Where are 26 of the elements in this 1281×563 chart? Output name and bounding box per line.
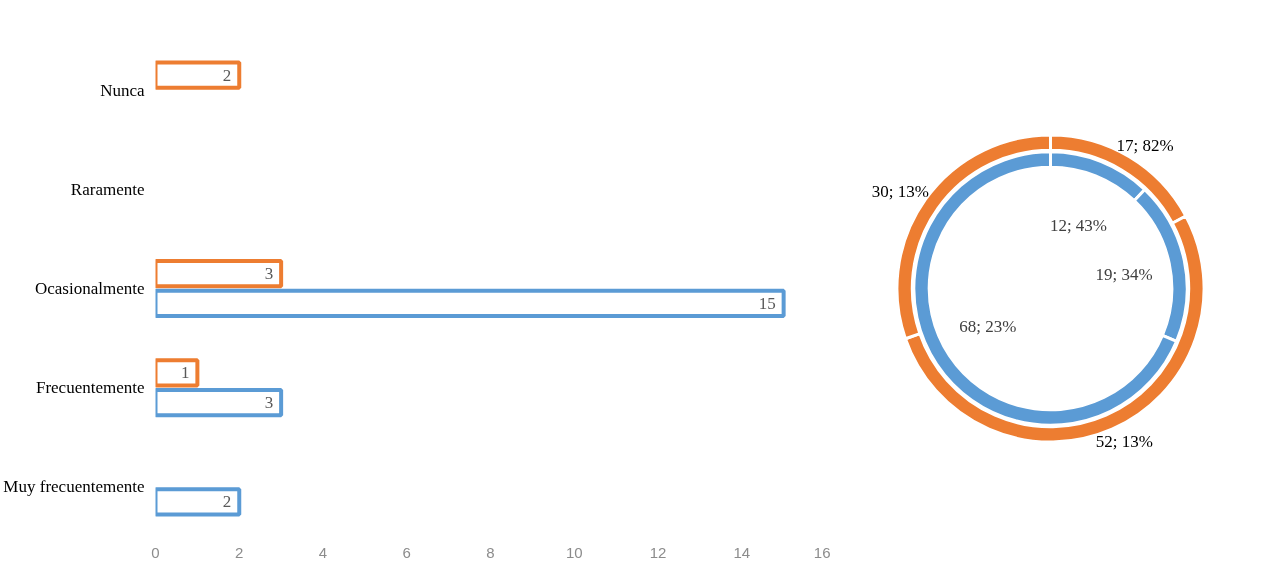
data-label: 17; 82% [1116, 135, 1174, 155]
x-tick-label: 12 [649, 543, 667, 561]
x-tick-label: 8 [486, 543, 495, 561]
x-tick-label: 10 [565, 543, 583, 561]
data-label: 1 [180, 363, 190, 383]
x-tick-label: 14 [733, 543, 751, 561]
data-label: 2 [222, 492, 232, 512]
x-tick-label: 4 [318, 543, 328, 561]
x-tick-label: 2 [235, 543, 244, 561]
x-tick-label: 0 [151, 543, 160, 561]
y-tick-label: Muy frecuentemente [3, 477, 145, 497]
x-tick-label: 6 [402, 543, 411, 561]
y-tick-label: Ocasionalmente [34, 279, 145, 298]
data-label: 68; 23% [959, 316, 1017, 336]
data-label: 30; 13% [871, 182, 929, 202]
data-label: 15 [758, 293, 776, 313]
y-tick-label: Raramente [70, 179, 145, 199]
data-label: 3 [264, 393, 274, 413]
y-tick-label: Nunca [100, 80, 145, 100]
data-label: 2 [222, 65, 232, 85]
y-tick-label: Frecuentemente [35, 378, 145, 398]
data-label: 3 [264, 264, 274, 284]
data-label: 12; 43% [1049, 215, 1108, 235]
x-tick-label: 16 [813, 543, 831, 561]
data-label: 19; 34% [1095, 265, 1153, 285]
data-label: 52; 13% [1095, 432, 1153, 452]
